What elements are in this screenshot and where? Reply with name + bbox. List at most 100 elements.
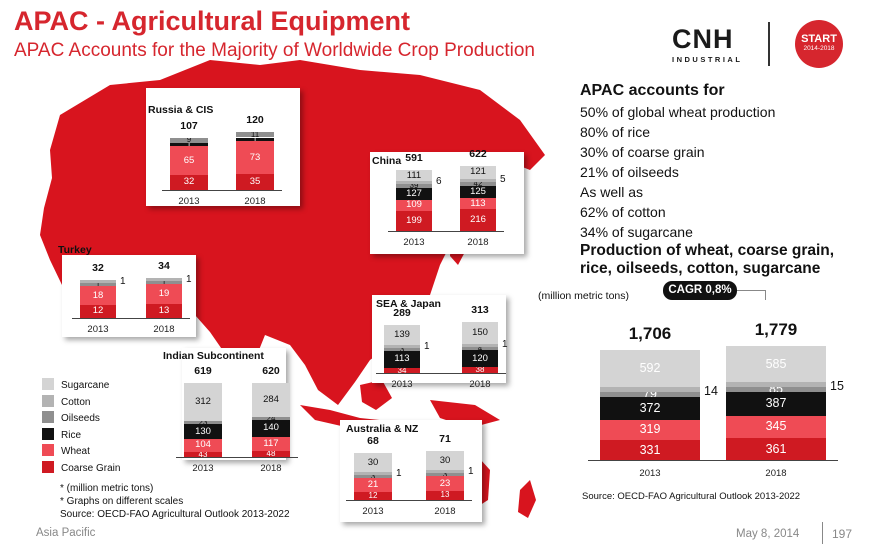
bar-segment-coarse-grain: 13 [146,304,182,318]
bar-segment-cotton [726,382,826,388]
x-tick-label: 2013 [403,237,425,248]
bar-segment-oilseeds: 3 [426,473,464,477]
legend-item-oilseeds: Oilseeds [42,411,100,424]
legend-label: Coarse Grain [61,462,121,474]
chart-title: Australia & NZ [346,423,419,435]
share-item: 62% of cotton [580,204,666,220]
footer-region: Asia Pacific [36,527,96,539]
bar-segment-sugarcane: 284 [252,382,290,418]
bar-segment-wheat: 109 [396,200,432,212]
x-tick-label: 2018 [765,468,787,479]
bar-segment-coarse-grain: 361 [726,437,826,460]
bar-segment-sugarcane: 592 [600,350,700,387]
bar-segment-cotton [426,470,464,474]
bar-side-label: 1 [396,467,402,479]
logo-sub-text: INDUSTRIAL [672,55,743,64]
bar-segment-coarse-grain: 199 [396,211,432,231]
bar-total: 32 [92,262,104,275]
note-source: Source: OECD-FAO Agricultural Outlook 20… [60,509,290,520]
bar-side-label: 6 [436,176,442,188]
chart-title: Turkey [58,244,92,256]
bar-segment-wheat: 65 [170,145,208,176]
bar-segment-wheat: 345 [726,416,826,438]
legend-label: Sugarcane [61,380,110,391]
chart-title: China [372,155,402,167]
bar-segment-wheat: 21 [354,478,392,493]
bar-segment-oilseeds: 79 [600,391,700,397]
legend-label: Oilseeds [61,413,100,424]
bar-segment-cotton [80,280,116,284]
bar-segment-sugarcane: 111 [396,169,432,181]
legend-swatch [42,378,54,390]
x-tick-label: 2013 [192,463,214,474]
note-scales: * Graphs on different scales [60,496,184,507]
production-title: Production of wheat, coarse grain, rice,… [580,242,835,277]
bar-side-label: 14 [704,383,718,398]
share-item: 50% of global wheat production [580,104,776,120]
map-island-borneo [360,380,392,410]
bar-segment-oilseeds: 1 [80,283,116,287]
bar-segment-wheat: 23 [426,476,464,492]
bar-segment-rice: 113 [384,351,420,368]
badge-main-text: START [801,33,837,45]
x-tick-label: 2013 [87,324,109,335]
legend-swatch [42,444,54,456]
bar-segment-wheat: 113 [460,198,496,210]
bar-segment-sugarcane: 150 [462,321,498,344]
bar-segment-cotton [384,345,420,349]
share-item: 34% of sugarcane [580,224,693,240]
bar-segment-rice: 387 [726,392,826,417]
bar-segment-oilseeds: 24 [252,417,290,421]
bar-segment-coarse-grain: 34 [384,368,420,373]
bar-total: 68 [367,434,379,447]
bar-side-label: 1 [502,339,508,351]
legend-label: Cotton [61,396,91,408]
bar-side-label: 5 [500,174,506,186]
units-label: (million metric tons) [538,290,630,302]
bar-segment-wheat: 117 [252,437,290,452]
bar-segment-sugarcane: 312 [184,382,222,421]
legend-item-sugarcane: Sugarcane [42,378,109,391]
bar-segment-coarse-grain: 216 [460,209,496,231]
right-source: Source: OECD-FAO Agricultural Outlook 20… [582,491,801,502]
x-tick-label: 2018 [153,324,175,335]
bar-segment-cotton [462,343,498,347]
bar-total: 591 [405,151,423,164]
chart-baseline [162,190,282,191]
legend-label: Rice [61,429,82,441]
bar-segment-oilseeds: 3 [384,348,420,352]
bar-segment-oilseeds: 3 [354,475,392,479]
bar-total: 622 [469,148,487,161]
bar-segment-oilseeds: 42 [460,181,496,186]
bar-side-label: 1 [424,340,430,352]
page-subtitle: APAC Accounts for the Majority of Worldw… [14,40,535,61]
bar-segment-rice: 372 [600,396,700,420]
x-tick-label: 2018 [434,506,456,517]
chart-notes: * (million metric tons) * Graphs on diff… [60,482,290,521]
chart-baseline [346,500,472,501]
right-heading: APAC accounts for [580,82,725,99]
x-tick-label: 2018 [260,463,282,474]
chart-baseline [72,318,190,319]
chart-baseline [376,373,506,374]
x-tick-label: 2013 [639,468,661,479]
bar-segment-coarse-grain: 13 [426,491,464,500]
bar-segment-cotton [600,386,700,392]
note-units: * (million metric tons) [60,483,154,494]
bar-total: 619 [194,364,212,377]
bar-side-label: 1 [120,275,126,287]
bar-total: 1,779 [754,319,798,339]
bar-total: 289 [393,306,411,319]
x-tick-label: 2018 [244,196,266,207]
page-title: APAC - Agricultural Equipment [14,6,411,36]
share-item: 21% of oilseeds [580,164,679,180]
chart-baseline [588,460,838,461]
footer-divider [822,522,823,544]
bar-segment-rice: 125 [460,185,496,199]
legend-item-rice: Rice [42,427,82,441]
bar-total: 107 [180,120,198,133]
x-tick-label: 2013 [391,379,413,390]
bar-segment-coarse-grain: 32 [170,175,208,190]
share-list: 50% of global wheat production 80% of ri… [580,102,775,242]
bar-segment-oilseeds: 85 [726,387,826,393]
